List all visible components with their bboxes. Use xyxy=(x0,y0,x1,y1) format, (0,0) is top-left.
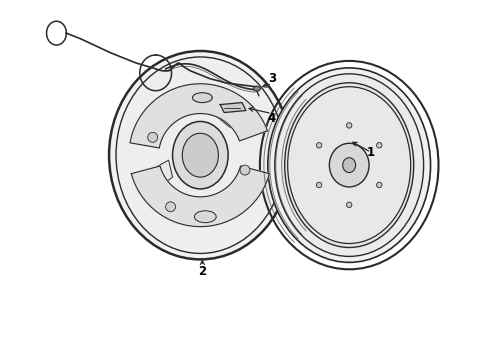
Ellipse shape xyxy=(148,132,158,142)
Polygon shape xyxy=(159,100,180,127)
Ellipse shape xyxy=(166,202,175,212)
Ellipse shape xyxy=(376,143,382,148)
Text: 2: 2 xyxy=(198,265,206,278)
Ellipse shape xyxy=(288,87,411,243)
Text: 1: 1 xyxy=(367,146,375,159)
Polygon shape xyxy=(151,160,172,190)
Ellipse shape xyxy=(329,143,369,187)
Ellipse shape xyxy=(116,57,285,253)
Ellipse shape xyxy=(172,121,228,189)
Ellipse shape xyxy=(285,83,414,247)
Ellipse shape xyxy=(195,211,216,223)
Polygon shape xyxy=(215,98,242,127)
Polygon shape xyxy=(131,166,270,226)
Ellipse shape xyxy=(121,61,280,249)
Ellipse shape xyxy=(240,165,250,175)
Ellipse shape xyxy=(275,74,424,256)
Ellipse shape xyxy=(317,182,322,188)
Polygon shape xyxy=(130,84,268,148)
Ellipse shape xyxy=(317,143,322,148)
Ellipse shape xyxy=(253,86,260,91)
Polygon shape xyxy=(220,103,246,113)
Text: 4: 4 xyxy=(268,112,276,125)
Ellipse shape xyxy=(193,93,212,103)
Ellipse shape xyxy=(346,202,352,207)
Ellipse shape xyxy=(346,123,352,128)
Ellipse shape xyxy=(109,51,292,260)
Polygon shape xyxy=(228,177,248,213)
Ellipse shape xyxy=(376,182,382,188)
Ellipse shape xyxy=(268,68,431,262)
Ellipse shape xyxy=(182,133,219,177)
Text: 3: 3 xyxy=(268,72,276,85)
Ellipse shape xyxy=(343,158,356,172)
